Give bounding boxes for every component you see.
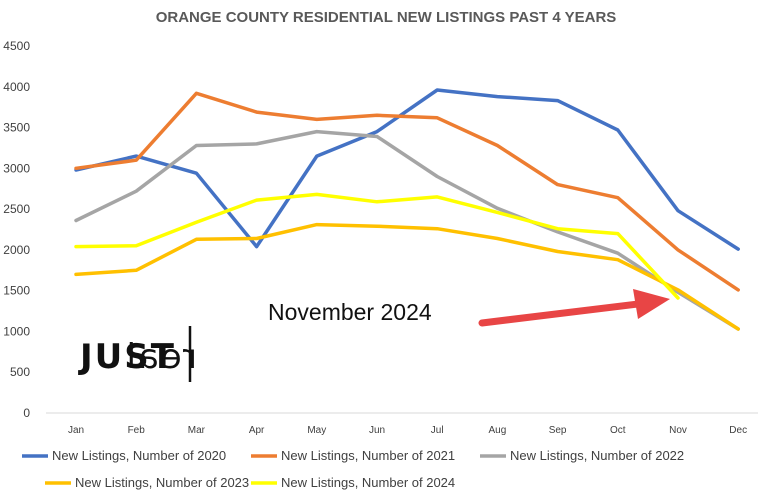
y-tick-label: 2500 bbox=[3, 202, 30, 216]
series-line-1 bbox=[74, 88, 740, 251]
legend-item: New Listings, Number of 2021 bbox=[251, 448, 455, 463]
y-tick-label: 2000 bbox=[3, 243, 30, 257]
annotation-text: November 2024 bbox=[268, 299, 432, 325]
series-line-4 bbox=[74, 222, 740, 331]
logo: JUST real bbox=[78, 326, 197, 382]
y-tick-label: 3000 bbox=[3, 161, 30, 175]
y-tick-label: 4000 bbox=[3, 80, 30, 94]
series-line-2 bbox=[74, 91, 740, 292]
legend-label: New Listings, Number of 2024 bbox=[281, 475, 455, 490]
logo-real-text: real bbox=[125, 337, 197, 377]
y-tick-label: 4500 bbox=[3, 39, 30, 53]
y-tick-label: 0 bbox=[23, 406, 30, 420]
x-tick-label: May bbox=[307, 425, 326, 436]
x-tick-label: Nov bbox=[669, 425, 687, 436]
y-tick-label: 3500 bbox=[3, 121, 30, 135]
y-tick-label: 500 bbox=[10, 365, 30, 379]
x-axis-ticks: Jan Feb Mar Apr May Jun Jul Aug Sep Oct Nov Dec bbox=[68, 425, 747, 436]
y-axis-ticks: 0 500 1000 1500 2000 2500 3000 3500 4000 4500 bbox=[3, 39, 30, 420]
legend-label: New Listings, Number of 2023 bbox=[75, 475, 249, 490]
x-tick-label: Jun bbox=[369, 425, 385, 436]
series-line-3 bbox=[74, 129, 740, 331]
legend-item: New Listings, Number of 2024 bbox=[251, 475, 455, 490]
x-tick-label: Jul bbox=[431, 425, 444, 436]
x-tick-label: Apr bbox=[249, 425, 265, 436]
annotation: November 2024 bbox=[268, 289, 670, 327]
legend-item: New Listings, Number of 2023 bbox=[45, 475, 249, 490]
x-tick-label: Mar bbox=[188, 425, 206, 436]
x-tick-label: Oct bbox=[610, 425, 626, 436]
annotation-arrow-shaft bbox=[478, 300, 642, 327]
legend-item: New Listings, Number of 2022 bbox=[480, 448, 684, 463]
legend-label: New Listings, Number of 2020 bbox=[52, 448, 226, 463]
x-tick-label: Aug bbox=[489, 425, 507, 436]
x-tick-label: Jan bbox=[68, 425, 84, 436]
chart-title: ORANGE COUNTY RESIDENTIAL NEW LISTINGS P… bbox=[156, 9, 617, 26]
x-tick-label: Sep bbox=[549, 425, 567, 436]
y-tick-label: 1000 bbox=[3, 324, 30, 338]
logo-just-text: JUST bbox=[78, 337, 176, 377]
legend-label: New Listings, Number of 2022 bbox=[510, 448, 684, 463]
legend: New Listings, Number of 2020 New Listings… bbox=[22, 448, 684, 490]
y-tick-label: 1500 bbox=[3, 284, 30, 298]
annotation-arrow-head bbox=[633, 289, 670, 319]
series-line-5 bbox=[74, 192, 680, 300]
legend-item: New Listings, Number of 2020 bbox=[22, 448, 226, 463]
x-tick-label: Dec bbox=[729, 425, 747, 436]
x-tick-label: Feb bbox=[128, 425, 146, 436]
legend-label: New Listings, Number of 2021 bbox=[281, 448, 455, 463]
series-lines bbox=[74, 88, 740, 331]
